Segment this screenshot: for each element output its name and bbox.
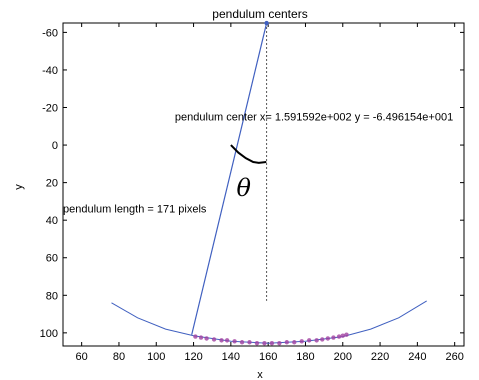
x-tick-label: 220 bbox=[371, 351, 389, 363]
center-point bbox=[224, 338, 230, 343]
center-point bbox=[340, 333, 345, 338]
center-point bbox=[247, 340, 252, 345]
x-tick-label: 140 bbox=[222, 351, 240, 363]
center-point bbox=[219, 338, 224, 343]
center-point bbox=[232, 339, 237, 344]
x-tick-label: 60 bbox=[76, 351, 88, 363]
y-tick-label: 20 bbox=[46, 178, 58, 190]
center-point bbox=[292, 340, 297, 345]
center-point bbox=[336, 334, 342, 339]
center-point bbox=[204, 336, 209, 341]
center-point bbox=[299, 339, 304, 344]
swing-arc-line bbox=[111, 300, 427, 344]
center-point bbox=[198, 335, 204, 340]
y-tick-label: -40 bbox=[42, 65, 58, 77]
center-point bbox=[344, 332, 349, 337]
center-point bbox=[320, 337, 325, 342]
x-tick-label: 120 bbox=[184, 351, 202, 363]
x-tick-label: 180 bbox=[296, 351, 314, 363]
plot-area: 60 80 100 120 140 160 180 200 220 240 260-60-40-20… bbox=[40, 20, 465, 363]
center-point bbox=[262, 340, 267, 346]
center-point bbox=[254, 340, 260, 346]
pivot-point bbox=[264, 20, 269, 26]
pendulum-rod-line bbox=[191, 22, 268, 335]
center-point bbox=[314, 338, 319, 343]
x-axis-label: x bbox=[257, 369, 263, 380]
center-point bbox=[269, 340, 275, 346]
center-point bbox=[277, 340, 282, 346]
y-tick-label: 100 bbox=[40, 328, 58, 340]
angle-curve bbox=[230, 144, 267, 164]
x-tick-label: 80 bbox=[113, 351, 125, 363]
center-point bbox=[211, 337, 217, 342]
theta-symbol: θ bbox=[236, 174, 251, 202]
x-tick-label: 200 bbox=[334, 351, 352, 363]
plot-title: pendulum centers bbox=[212, 7, 307, 21]
y-tick-label: 40 bbox=[46, 215, 58, 227]
y-tick-label: -20 bbox=[42, 103, 58, 115]
axes-box bbox=[62, 22, 465, 347]
pendulum-center-annotation: pendulum center x= 1.591592e+002 y = -6.… bbox=[175, 112, 453, 124]
y-tick-label: 60 bbox=[46, 253, 58, 265]
y-tick-label: 0 bbox=[52, 140, 58, 152]
center-point bbox=[193, 334, 198, 339]
x-tick-label: 160 bbox=[259, 351, 277, 363]
y-axis-label: y bbox=[13, 184, 25, 190]
y-tick-label: -60 bbox=[42, 27, 58, 39]
center-point bbox=[331, 335, 336, 340]
x-tick-label: 240 bbox=[408, 351, 426, 363]
x-tick-label: 100 bbox=[147, 351, 165, 363]
center-point bbox=[239, 340, 245, 345]
center-point bbox=[284, 340, 290, 345]
center-point bbox=[325, 336, 331, 341]
x-tick-label: 260 bbox=[445, 351, 463, 363]
center-point bbox=[306, 338, 312, 343]
y-tick-label: 80 bbox=[46, 290, 58, 302]
pendulum-length-annotation: pendulum length = 171 pixels bbox=[63, 204, 207, 216]
